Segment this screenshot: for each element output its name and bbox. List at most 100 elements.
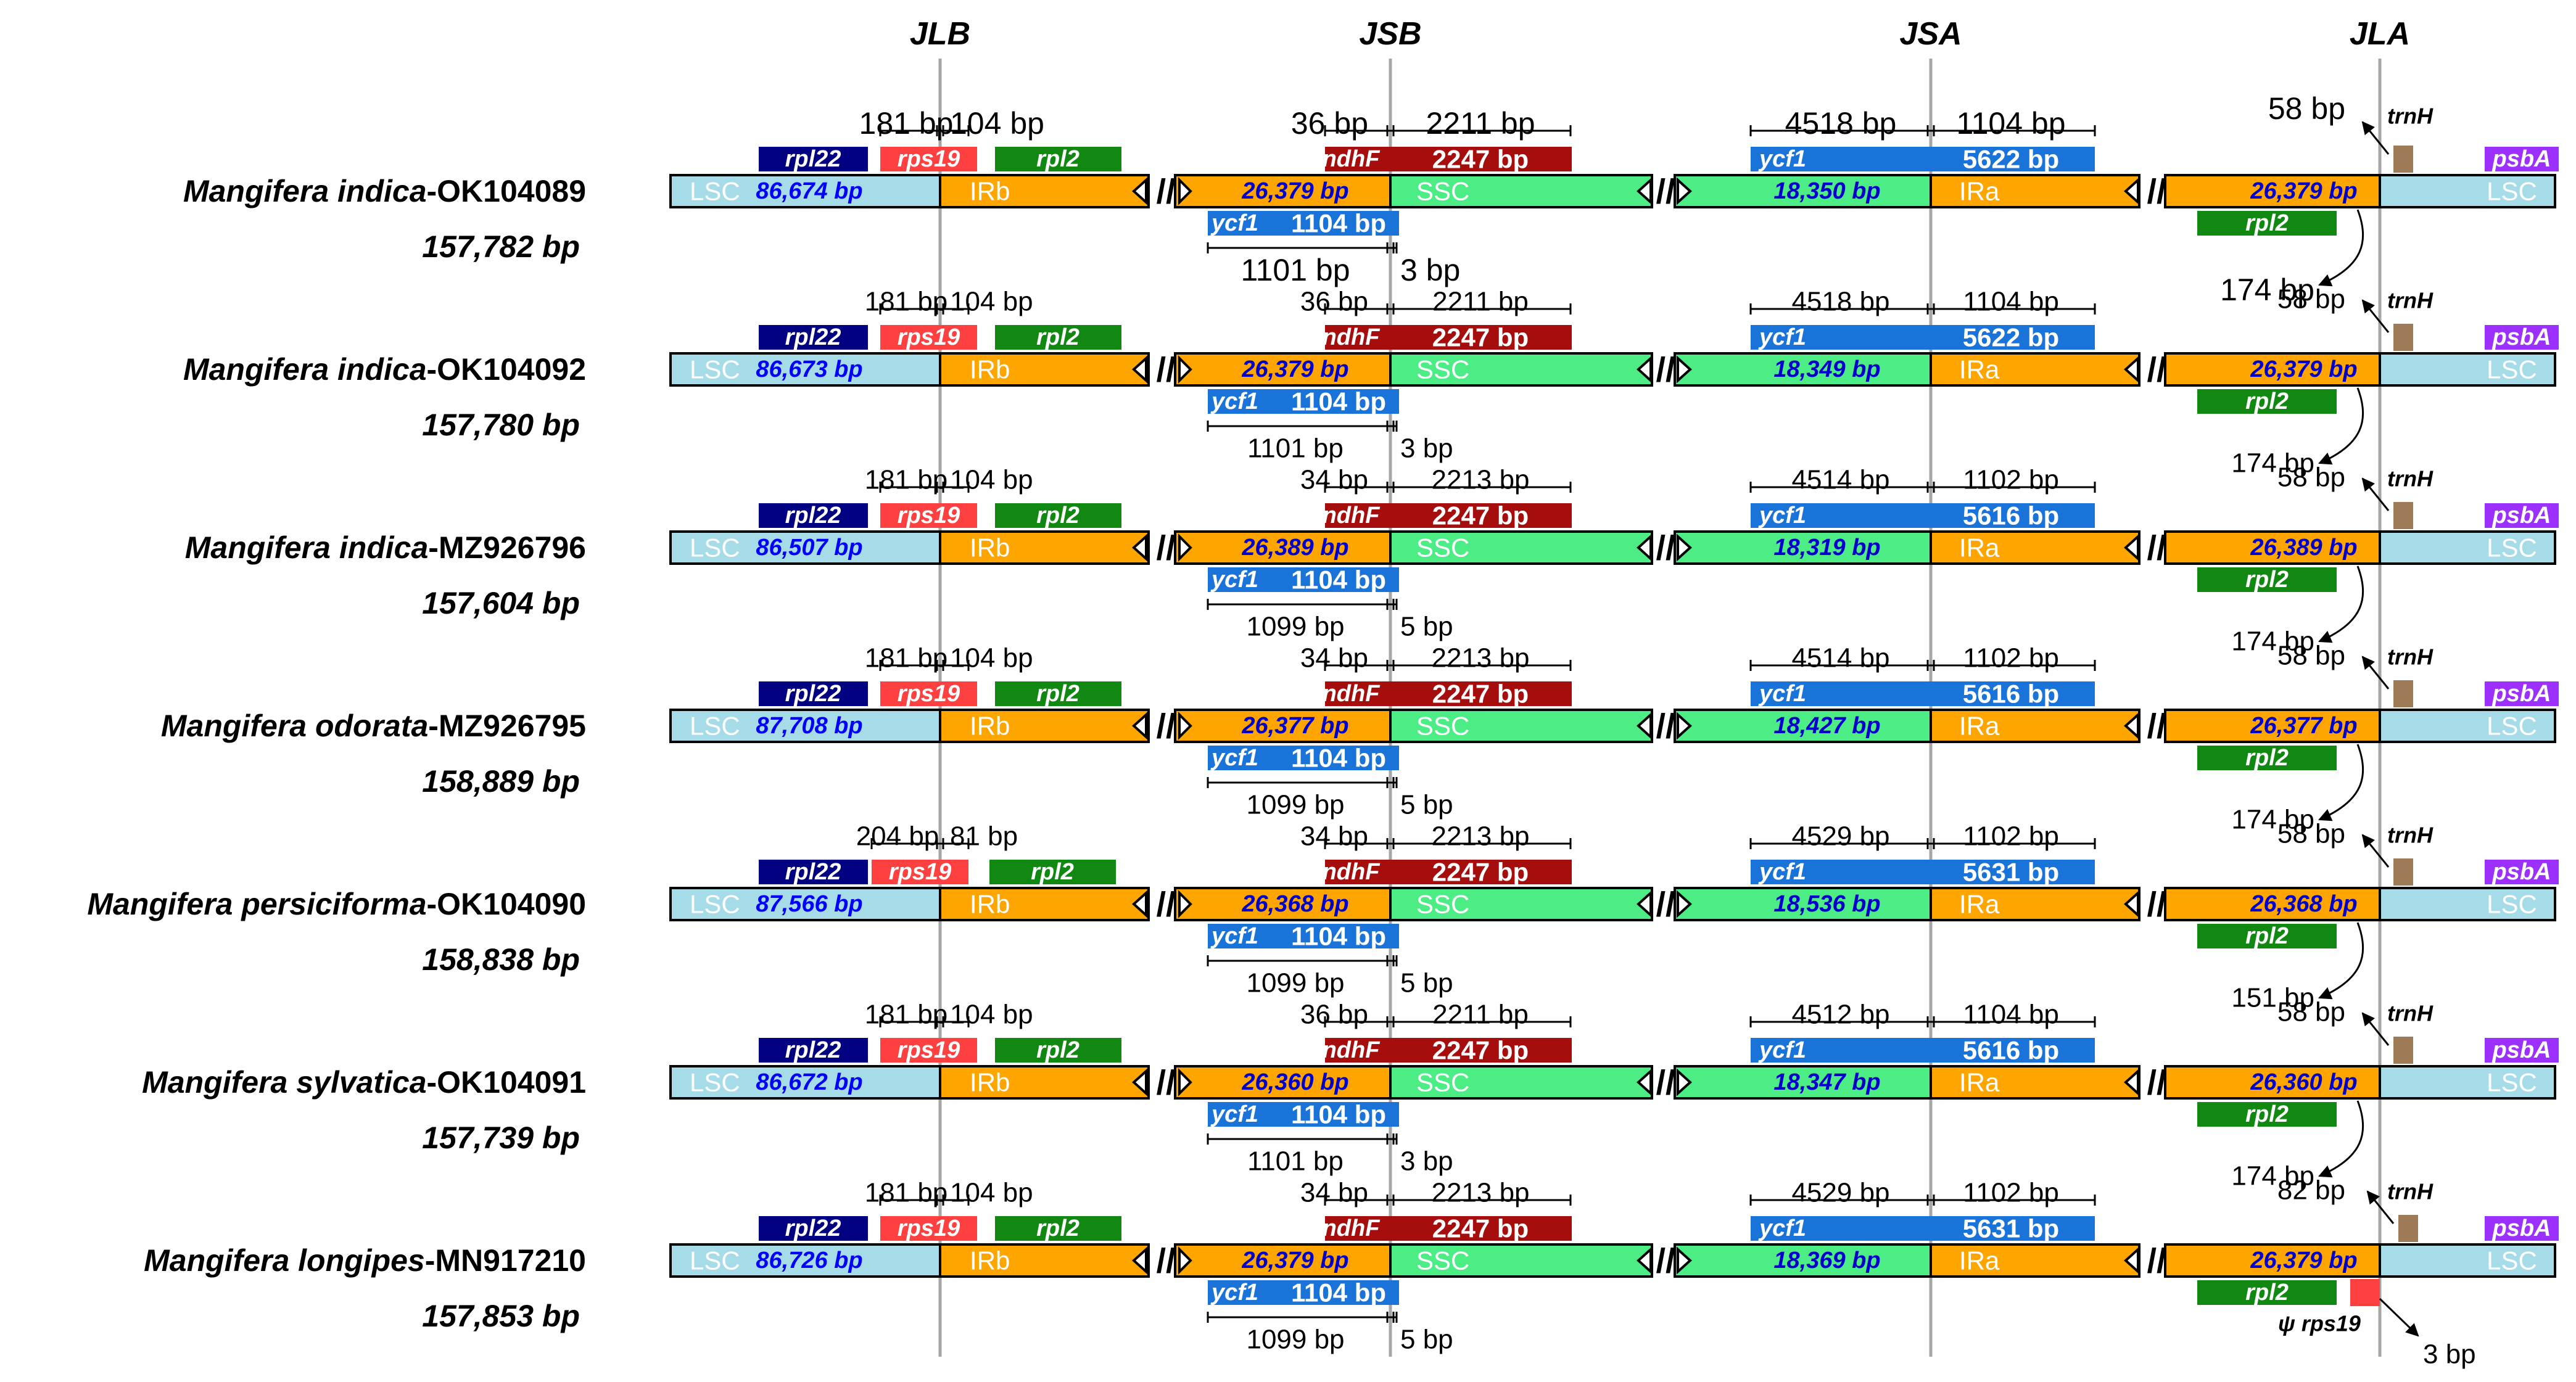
- ycf1-lower-left-length: 1101 bp: [1247, 1146, 1344, 1177]
- ycf1-upper-length: 5616 bp: [1963, 501, 2059, 530]
- ssc-length: 18,536 bp: [1773, 891, 1880, 917]
- ycf1-upper-label: ycf1: [1758, 859, 1806, 885]
- species-label: Mangifera indica-MZ926796: [185, 530, 586, 565]
- genome-size: 157,780 bp: [422, 408, 580, 442]
- ycf1-lower-length: 1104 bp: [1291, 387, 1386, 416]
- rpl2-upper-label: rpl2: [1031, 859, 1074, 885]
- rps19-left-length: 181 bp: [859, 106, 954, 141]
- ycf1-upper-label: ycf1: [1758, 1215, 1806, 1241]
- ycf1-right-length: 1102 bp: [1963, 465, 2059, 495]
- genome-size: 158,838 bp: [422, 942, 580, 977]
- lsc-right-segment: [2379, 887, 2556, 921]
- lsc-left-label: LSC: [690, 177, 740, 206]
- lsc-right-segment: [2379, 709, 2556, 743]
- trnh-label: trnH: [2387, 644, 2434, 670]
- ssc-length: 18,350 bp: [1773, 178, 1880, 204]
- rpl2-gene-lower: [2197, 389, 2337, 414]
- irb-segment-left: [939, 530, 1150, 565]
- psi-rps19-distance: 3 bp: [2423, 1339, 2476, 1370]
- break-mark: //: [1156, 885, 1176, 924]
- trnh-distance: 58 bp: [2277, 997, 2345, 1027]
- rps19-gene: [872, 860, 968, 884]
- species-name: Mangifera odorata: [161, 709, 428, 743]
- irb-arrow: [1132, 177, 1147, 205]
- rps19-gene: [880, 503, 977, 528]
- rps19-left-length: 181 bp: [865, 1178, 948, 1208]
- ycf1-upper-length: 5616 bp: [1963, 1036, 2059, 1065]
- trnh-gene: [2393, 502, 2413, 529]
- ycf1-lower-right-length: 5 bp: [1400, 612, 1453, 642]
- ira-label: IRa: [1959, 890, 2000, 919]
- ira-length: 26,360 bp: [2250, 1069, 2357, 1095]
- trnh-gene: [2393, 858, 2413, 886]
- lsc-length: 86,673 bp: [756, 356, 862, 382]
- genome-size: 157,739 bp: [422, 1121, 580, 1155]
- rps19-label: rps19: [898, 1215, 960, 1241]
- lsc-length: 87,566 bp: [756, 891, 862, 917]
- jlb-bracket: [879, 482, 970, 493]
- ycf1-gene-upper: [1751, 1216, 2095, 1241]
- ssc-length: 18,347 bp: [1773, 1069, 1880, 1095]
- rpl2-upper-label: rpl2: [1036, 324, 1080, 350]
- lsc-left-label: LSC: [690, 1068, 740, 1097]
- species-label: Mangifera longipes-MN917210: [144, 1243, 586, 1278]
- ycf1-upper-label: ycf1: [1758, 324, 1806, 350]
- lsc-left-segment: [669, 352, 941, 387]
- rpl22-gene: [759, 1038, 868, 1063]
- irb-right-arrow: [1178, 177, 1192, 205]
- rpl2-distance: 174 bp: [2220, 273, 2314, 307]
- ira-arrow: [2124, 533, 2139, 562]
- jsb-lower-bracket: [1207, 777, 1398, 788]
- ycf1-upper-label: ycf1: [1758, 146, 1806, 172]
- lsc-right-segment: [2379, 352, 2556, 387]
- irb-right-arrow: [1178, 1068, 1192, 1096]
- ycf1-lower-label: ycf1: [1210, 745, 1258, 771]
- irb-right-arrow: [1178, 355, 1192, 384]
- break-mark: //: [2147, 350, 2166, 389]
- irb-arrow: [1132, 1068, 1147, 1096]
- lsc-left-segment: [669, 887, 941, 921]
- psba-gene: [2485, 325, 2559, 350]
- psba-gene: [2485, 681, 2559, 706]
- species-label: Mangifera indica-OK104089: [183, 174, 586, 208]
- irb-segment-left: [939, 174, 1150, 208]
- jlb-bracket: [879, 660, 970, 671]
- jlb-bracket: [879, 125, 970, 136]
- jsa-bracket: [1749, 1195, 2096, 1206]
- ycf1-right-length: 1102 bp: [1963, 1178, 2059, 1208]
- ndhf-right-length: 2211 bp: [1432, 1000, 1529, 1030]
- ycf1-gene-lower: [1208, 1102, 1399, 1127]
- ycf1-lower-label: ycf1: [1210, 1101, 1258, 1127]
- psba-label: psbA: [2492, 1215, 2551, 1241]
- ycf1-lower-length: 1104 bp: [1291, 1100, 1386, 1129]
- jlb-bracket: [879, 1195, 970, 1206]
- species-name: Mangifera indica: [183, 174, 427, 208]
- trnh-gene: [2393, 146, 2413, 173]
- rps19-left-length: 181 bp: [865, 465, 948, 495]
- lsc-length: 86,507 bp: [756, 535, 862, 561]
- rpl2-gene-upper: [995, 503, 1121, 528]
- rpl2-distance: 174 bp: [2231, 627, 2314, 657]
- lsc-right-label: LSC: [2487, 533, 2537, 562]
- break-mark: //: [1656, 529, 1675, 567]
- ycf1-gene-lower: [1208, 567, 1399, 592]
- ycf1-lower-label: ycf1: [1210, 567, 1258, 593]
- break-mark: //: [1156, 172, 1176, 211]
- ira-label: IRa: [1959, 712, 2000, 741]
- rpl2-gene-upper: [995, 147, 1121, 171]
- ndhf-left-length: 34 bp: [1300, 643, 1368, 673]
- break-mark: //: [2147, 172, 2166, 211]
- rps19-label: rps19: [898, 503, 960, 529]
- rps19-gene: [880, 1038, 977, 1063]
- ycf1-gene-lower: [1208, 746, 1399, 770]
- trnh-gene: [2393, 324, 2413, 351]
- rpl2-upper-label: rpl2: [1036, 503, 1080, 529]
- ndhf-left-length: 34 bp: [1300, 465, 1368, 495]
- irb-arrow: [1132, 533, 1147, 562]
- irb-label: IRb: [970, 890, 1010, 919]
- ndhf-right-length: 2213 bp: [1431, 465, 1529, 495]
- trnh-distance: 82 bp: [2277, 1175, 2345, 1206]
- rpl2-arrow: [2318, 387, 2364, 465]
- break-mark: //: [1656, 350, 1675, 389]
- species-name: Mangifera persiciforma: [87, 887, 426, 921]
